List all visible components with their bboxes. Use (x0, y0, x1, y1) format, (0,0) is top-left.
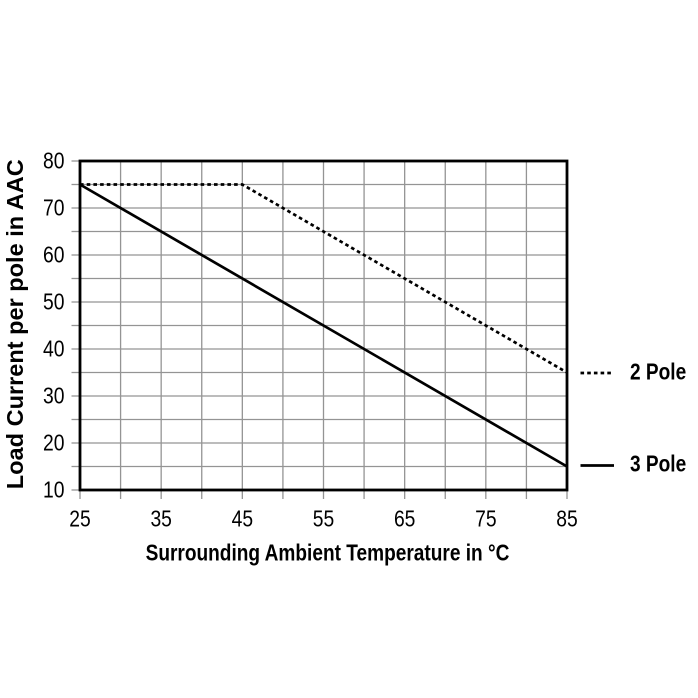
svg-text:60: 60 (43, 243, 64, 268)
svg-text:85: 85 (556, 507, 577, 532)
svg-text:45: 45 (232, 507, 253, 532)
svg-text:20: 20 (43, 431, 64, 456)
svg-text:50: 50 (43, 290, 64, 315)
svg-text:30: 30 (43, 384, 64, 409)
svg-text:Surrounding Ambient Temperatur: Surrounding Ambient Temperature in °C (146, 541, 510, 566)
svg-text:40: 40 (43, 337, 64, 362)
svg-text:70: 70 (43, 196, 64, 221)
svg-text:10: 10 (43, 478, 64, 503)
svg-text:80: 80 (43, 149, 64, 174)
svg-text:65: 65 (394, 507, 415, 532)
svg-text:25: 25 (69, 507, 90, 532)
svg-text:75: 75 (475, 507, 496, 532)
svg-text:Load Current per pole in AAC: Load Current per pole in AAC (2, 159, 28, 489)
svg-text:3 Pole: 3 Pole (630, 452, 686, 477)
svg-text:2 Pole: 2 Pole (630, 360, 686, 385)
svg-text:35: 35 (150, 507, 171, 532)
svg-text:55: 55 (313, 507, 334, 532)
